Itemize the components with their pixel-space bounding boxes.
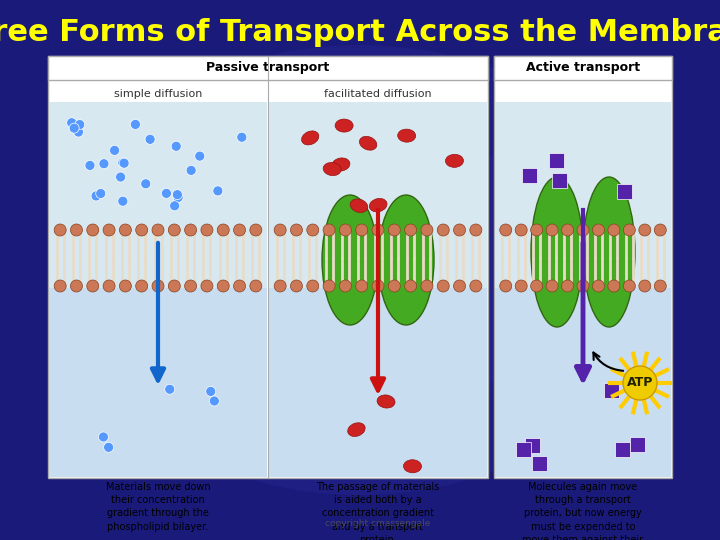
Circle shape: [172, 190, 182, 200]
Circle shape: [405, 224, 417, 236]
Circle shape: [233, 280, 246, 292]
FancyBboxPatch shape: [495, 288, 671, 477]
Ellipse shape: [350, 199, 368, 213]
Circle shape: [168, 280, 180, 292]
Text: The passage of materials
is aided both by a
concentration gradient
and by a tran: The passage of materials is aided both b…: [316, 482, 440, 540]
Circle shape: [118, 158, 127, 168]
Circle shape: [274, 280, 286, 292]
Ellipse shape: [531, 177, 583, 327]
Circle shape: [120, 280, 131, 292]
Circle shape: [250, 280, 262, 292]
Circle shape: [161, 188, 171, 198]
FancyBboxPatch shape: [495, 102, 671, 288]
Circle shape: [186, 165, 196, 176]
Circle shape: [67, 118, 77, 127]
FancyBboxPatch shape: [532, 456, 547, 471]
Ellipse shape: [240, 180, 480, 360]
Circle shape: [130, 119, 140, 130]
Text: Materials move down
their concentration
gradient through the
phospholipid bilaye: Materials move down their concentration …: [106, 482, 210, 531]
Circle shape: [120, 224, 131, 236]
Circle shape: [145, 134, 155, 144]
Ellipse shape: [335, 119, 353, 132]
Circle shape: [454, 280, 466, 292]
Circle shape: [290, 280, 302, 292]
Circle shape: [516, 224, 527, 236]
Circle shape: [184, 224, 197, 236]
Circle shape: [99, 159, 109, 168]
Circle shape: [356, 224, 368, 236]
Circle shape: [75, 119, 85, 130]
Circle shape: [516, 280, 527, 292]
Circle shape: [372, 280, 384, 292]
Ellipse shape: [323, 163, 341, 176]
FancyBboxPatch shape: [549, 153, 564, 168]
Circle shape: [654, 224, 666, 236]
Ellipse shape: [369, 199, 387, 212]
Circle shape: [593, 280, 605, 292]
Circle shape: [608, 224, 620, 236]
Circle shape: [623, 366, 657, 400]
Text: facilitated diffusion: facilitated diffusion: [324, 89, 432, 99]
Text: Active transport: Active transport: [526, 62, 640, 75]
Circle shape: [206, 387, 216, 396]
Circle shape: [470, 280, 482, 292]
Circle shape: [140, 179, 150, 189]
Circle shape: [531, 224, 543, 236]
Circle shape: [639, 224, 651, 236]
Circle shape: [135, 280, 148, 292]
Circle shape: [87, 224, 99, 236]
Circle shape: [323, 280, 335, 292]
Ellipse shape: [302, 131, 319, 145]
Ellipse shape: [378, 195, 434, 325]
Circle shape: [577, 280, 589, 292]
Ellipse shape: [377, 395, 395, 408]
FancyBboxPatch shape: [48, 56, 488, 80]
Text: Three Forms of Transport Across the Membrane: Three Forms of Transport Across the Memb…: [0, 18, 720, 47]
FancyBboxPatch shape: [552, 173, 567, 188]
Circle shape: [194, 151, 204, 161]
FancyBboxPatch shape: [494, 56, 672, 478]
Ellipse shape: [160, 120, 560, 420]
FancyBboxPatch shape: [525, 438, 540, 453]
Circle shape: [608, 280, 620, 292]
Circle shape: [437, 280, 449, 292]
Circle shape: [135, 224, 148, 236]
Circle shape: [104, 442, 114, 453]
Ellipse shape: [348, 423, 365, 436]
Circle shape: [109, 145, 120, 156]
Circle shape: [168, 224, 180, 236]
FancyBboxPatch shape: [516, 442, 531, 457]
Circle shape: [577, 224, 589, 236]
Circle shape: [87, 280, 99, 292]
Circle shape: [500, 280, 512, 292]
Circle shape: [217, 224, 229, 236]
Circle shape: [237, 132, 247, 142]
Circle shape: [624, 280, 635, 292]
Circle shape: [213, 186, 222, 196]
Circle shape: [201, 224, 213, 236]
Ellipse shape: [359, 137, 377, 150]
Circle shape: [69, 123, 79, 133]
Circle shape: [91, 191, 101, 201]
Ellipse shape: [60, 45, 660, 495]
Text: copyright cmassengale: copyright cmassengale: [325, 519, 431, 529]
Ellipse shape: [403, 460, 421, 472]
Circle shape: [339, 280, 351, 292]
Circle shape: [184, 280, 197, 292]
Circle shape: [201, 280, 213, 292]
Circle shape: [71, 280, 83, 292]
Circle shape: [103, 224, 115, 236]
Circle shape: [54, 224, 66, 236]
Circle shape: [250, 224, 262, 236]
FancyBboxPatch shape: [494, 56, 672, 80]
FancyBboxPatch shape: [48, 56, 488, 478]
Circle shape: [562, 280, 574, 292]
Ellipse shape: [397, 129, 415, 142]
Circle shape: [118, 196, 128, 206]
Circle shape: [562, 224, 574, 236]
Text: simple diffusion: simple diffusion: [114, 89, 202, 99]
Circle shape: [103, 280, 115, 292]
FancyBboxPatch shape: [269, 288, 487, 477]
Circle shape: [388, 280, 400, 292]
